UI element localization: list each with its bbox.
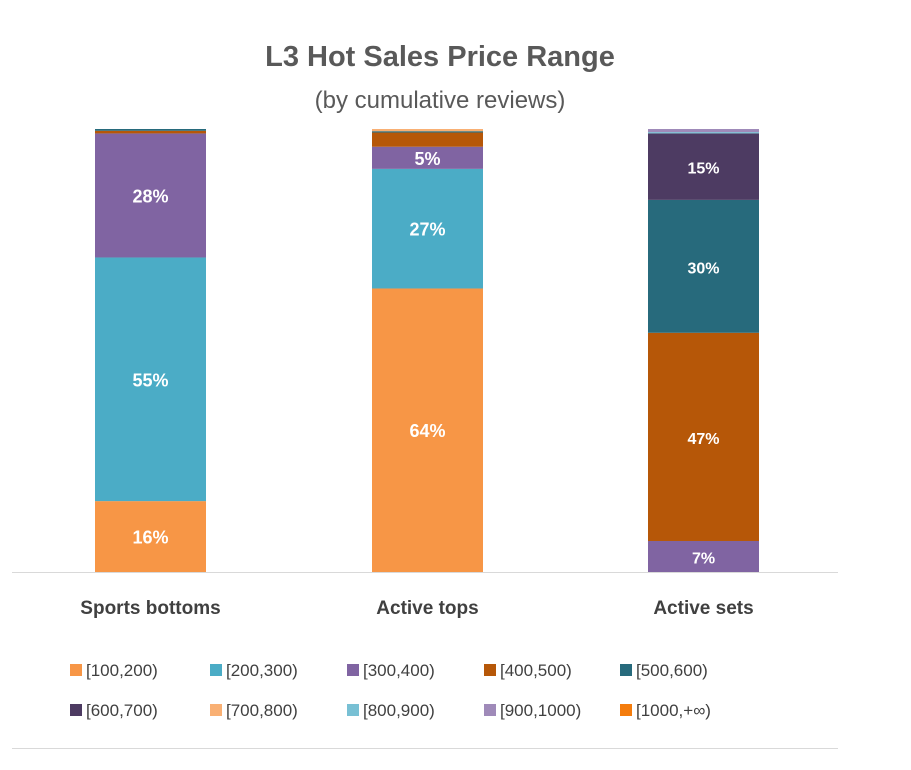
bar-segment [95,133,206,258]
legend-swatch [210,664,222,676]
bar-segment [648,540,759,572]
data-label: 30% [687,260,719,277]
bar-segment [648,129,759,133]
legend-label: [500,600) [636,661,708,680]
legend-swatch [620,664,632,676]
legend-swatch [484,664,496,676]
bar-segment [95,129,206,131]
legend-label: [900,1000) [500,701,581,720]
legend-item: [700,800) [210,701,298,720]
data-label: 64% [409,421,445,441]
legend-label: [800,900) [363,701,435,720]
bar-segment [372,132,483,147]
legend-swatch [70,664,82,676]
data-label: 16% [132,528,168,548]
legend-label: [600,700) [86,701,158,720]
bar-segment [95,257,206,502]
chart-subtitle: (by cumulative reviews) [315,87,566,114]
legend-item: [600,700) [70,701,158,720]
bar-segment [648,199,759,333]
legend-label: [100,200) [86,661,158,680]
data-label: 47% [687,431,719,448]
legend-swatch [347,704,359,716]
bar-segment [372,168,483,289]
legend-item: [400,500) [484,661,572,680]
bar-segment [648,132,759,134]
bar-segment [95,130,206,134]
legend-label: [200,300) [226,661,298,680]
legend-swatch [620,704,632,716]
bar-segment [372,131,483,133]
category-label: Active sets [653,598,753,619]
legend-label: [400,500) [500,661,572,680]
bar-segment [648,332,759,541]
legend-item: [500,600) [620,661,708,680]
legend-swatch [70,704,82,716]
data-label: 15% [687,161,719,178]
data-label: 55% [132,370,168,390]
legend-item: [100,200) [70,661,158,680]
data-label: 7% [692,550,715,567]
category-label: Sports bottoms [80,598,220,619]
legend-item: [800,900) [347,701,435,720]
category-label: Active tops [376,598,478,619]
legend-swatch [484,704,496,716]
legend-item: [1000,+∞) [620,701,711,720]
legend-label: [700,800) [226,701,298,720]
bar-segment [95,501,206,572]
chart-title: L3 Hot Sales Price Range [265,41,615,73]
bar-segment [372,146,483,169]
legend-item: [900,1000) [484,701,581,720]
data-label: 28% [132,186,168,206]
legend-item: [300,400) [347,661,435,680]
legend-label: [300,400) [363,661,435,680]
data-label: 5% [414,149,440,169]
data-label: 27% [409,220,445,240]
legend-swatch [347,664,359,676]
bar-segment [372,129,483,132]
legend-item: [200,300) [210,661,298,680]
bar-segment [648,133,759,200]
legend-swatch [210,704,222,716]
bar-segment [372,288,483,572]
legend-label: [1000,+∞) [636,701,711,720]
